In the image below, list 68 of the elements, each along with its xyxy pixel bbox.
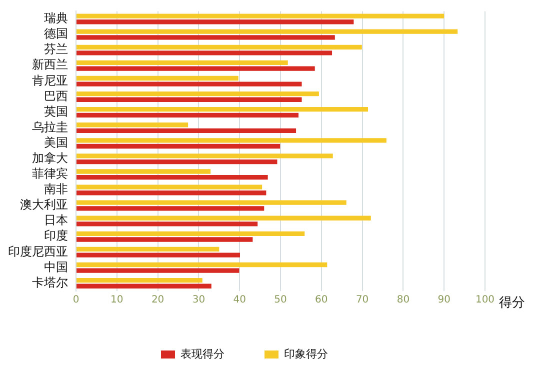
bar (76, 122, 188, 128)
bar (76, 252, 240, 258)
y-tick-label: 德国 (44, 26, 68, 41)
x-tick-label: 20 (151, 294, 164, 306)
bar (76, 237, 253, 242)
y-tick-label: 澳大利亚 (20, 198, 68, 212)
bar (76, 29, 458, 34)
bar (76, 35, 335, 40)
x-tick-label: 0 (72, 294, 80, 306)
bar (76, 159, 278, 164)
y-tick-label: 菲律宾 (32, 166, 68, 181)
y-tick-label: 巴西 (44, 88, 68, 103)
x-tick-label: 50 (274, 294, 287, 306)
y-tick-label: 肯尼亚 (32, 73, 68, 88)
y-tick-label: 美国 (44, 135, 68, 150)
x-axis-title: 得分 (499, 295, 525, 310)
x-tick-label: 30 (192, 294, 206, 306)
bar (76, 76, 238, 81)
x-tick-label: 60 (315, 294, 328, 306)
y-tick-label: 加拿大 (32, 150, 68, 165)
bar (76, 284, 212, 288)
bar (76, 169, 211, 174)
bar (76, 138, 386, 143)
bar (76, 106, 368, 112)
bar (76, 128, 296, 134)
bar (76, 278, 202, 283)
x-tick-label: 90 (438, 294, 450, 306)
x-tick-label: 100 (475, 294, 495, 306)
bar (76, 97, 302, 102)
bar (76, 50, 332, 56)
bar (76, 60, 288, 66)
x-tick-label: 10 (110, 294, 124, 306)
bar (76, 200, 346, 205)
legend-label: 印象得分 (284, 347, 328, 360)
bar (76, 112, 298, 118)
legend-label: 表现得分 (180, 347, 224, 360)
bar (76, 91, 319, 96)
bar (76, 14, 444, 18)
bar (76, 66, 315, 71)
y-tick-label: 新西兰 (32, 58, 68, 72)
bar (76, 44, 362, 50)
y-tick-label: 印度 (44, 228, 68, 243)
y-tick-label: 日本 (44, 213, 68, 228)
bar (76, 206, 264, 211)
y-tick-label: 瑞典 (44, 11, 68, 26)
bar (76, 184, 262, 190)
y-tick-label: 印度尼西亚 (8, 244, 68, 258)
bar (76, 216, 371, 220)
bar (76, 222, 258, 226)
x-tick-label: 40 (233, 294, 246, 306)
bar (76, 175, 268, 180)
bar (76, 82, 302, 86)
bar (76, 268, 240, 273)
bar (76, 246, 220, 252)
bar (76, 144, 280, 149)
y-tick-label: 芬兰 (44, 42, 68, 56)
y-tick-label: 卡塔尔 (32, 275, 68, 290)
y-tick-label: 中国 (44, 260, 68, 274)
y-tick-label: 英国 (44, 104, 68, 118)
bar (76, 20, 354, 24)
bar (76, 231, 305, 236)
bar (76, 154, 333, 158)
x-tick-label: 70 (356, 294, 369, 306)
y-tick-label: 南非 (44, 182, 68, 196)
y-tick-label: 乌拉圭 (32, 120, 68, 134)
bar (76, 190, 266, 196)
bar (76, 262, 328, 268)
x-tick-label: 80 (396, 294, 410, 306)
